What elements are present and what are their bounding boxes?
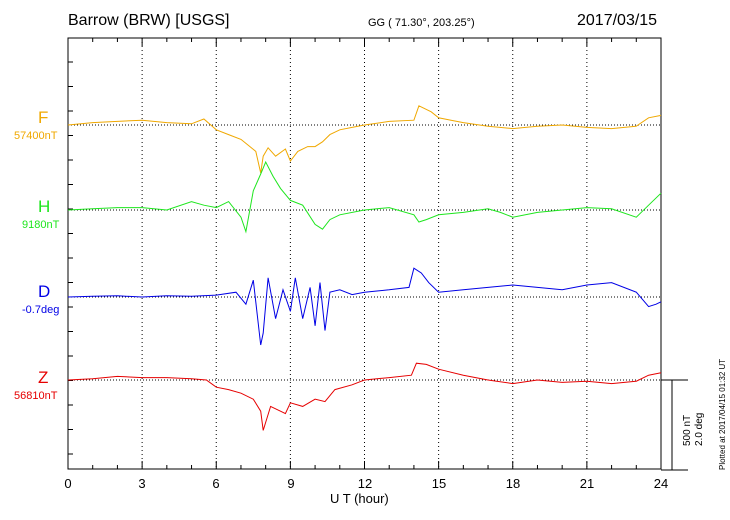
- x-tick-label: 3: [138, 476, 146, 491]
- scale-bar-deg-label: 2.0 deg: [694, 412, 705, 446]
- x-tick-label: 9: [287, 476, 295, 491]
- component-label-z: Z: [38, 368, 49, 387]
- component-label-h: H: [38, 197, 51, 216]
- x-tick-label: 18: [505, 476, 521, 491]
- series-line-d: [67, 267, 662, 346]
- x-axis-label: U T (hour): [330, 491, 389, 506]
- x-tick-label: 15: [431, 476, 447, 491]
- x-tick-label: 21: [579, 476, 595, 491]
- plot-date: 2017/03/15: [577, 12, 658, 29]
- geographic-coords: GG ( 71.30°, 203.25°): [368, 17, 475, 29]
- scale-bar-nt-label: 500 nT: [682, 414, 693, 446]
- component-label-f: F: [38, 108, 49, 127]
- x-tick-label: 24: [653, 476, 669, 491]
- baseline-label-d: -0.7deg: [22, 304, 60, 316]
- x-tick-label: 12: [357, 476, 373, 491]
- series-line-f: [67, 105, 662, 174]
- x-tick-label: 6: [212, 476, 220, 491]
- baseline-label-f: 57400nT: [14, 130, 58, 142]
- series-line-h: [67, 160, 662, 234]
- series-line-z: [67, 362, 662, 431]
- plotted-timestamp: Plotted at 2017/04/15 01:32 UT: [718, 358, 727, 470]
- component-label-d: D: [38, 282, 51, 301]
- baseline-label-z: 56810nT: [14, 390, 58, 402]
- baseline-label-h: 9180nT: [22, 219, 60, 231]
- station-title: Barrow (BRW) [USGS]: [68, 12, 230, 29]
- x-tick-label: 0: [64, 476, 72, 491]
